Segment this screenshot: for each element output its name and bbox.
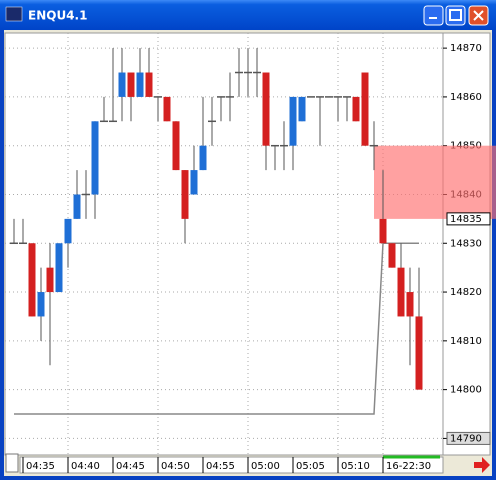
candle-body (352, 96, 360, 122)
candle-body (415, 316, 423, 390)
price-marker-box (446, 212, 491, 226)
candle-body (28, 243, 36, 317)
maximize-button[interactable] (445, 5, 466, 26)
x-tick-label: 05:10 (341, 461, 370, 472)
overlay-line (14, 242, 419, 415)
candle-body (181, 170, 189, 219)
candle-body (118, 72, 126, 97)
x-tick-label: 04:35 (26, 461, 55, 472)
candle-body (37, 292, 45, 317)
candle-body (55, 243, 63, 293)
price-axis (442, 32, 491, 456)
candle-body (145, 72, 153, 97)
y-tick-label: 14820 (450, 287, 482, 298)
y-tick-label: 14860 (450, 92, 482, 103)
candle-body (361, 72, 369, 146)
candle-body (406, 292, 414, 317)
y-tick-label: 14810 (450, 336, 482, 347)
candle-body (172, 121, 180, 171)
x-tick-label: 04:45 (116, 461, 145, 472)
x-tick-label: 05:00 (251, 461, 280, 472)
candle-body (64, 218, 72, 244)
candle-body (91, 121, 99, 195)
candle-body (262, 72, 270, 146)
candle-body (289, 96, 297, 146)
x-tick-label: 16-22:30 (386, 461, 431, 472)
scroll-arrow[interactable] (474, 457, 490, 473)
y-tick-label: 14870 (450, 43, 482, 54)
candle-body (388, 243, 396, 268)
y-tick-label: 14790 (450, 433, 482, 444)
y-tick-box (446, 431, 491, 445)
candle-body (46, 267, 54, 293)
x-tick-label: 04:40 (71, 461, 100, 472)
minimize-icon (429, 17, 437, 19)
candle-body (379, 218, 387, 244)
x-tick-label: 04:50 (161, 461, 190, 472)
title-bar (0, 0, 496, 30)
corner-box[interactable] (5, 453, 19, 473)
close-icon (473, 10, 484, 21)
candle-body (190, 170, 198, 195)
app-icon (5, 6, 23, 22)
maximize-icon (449, 9, 462, 21)
y-tick-label: 14830 (450, 238, 482, 249)
candle-body (199, 145, 207, 171)
candle-body (163, 96, 171, 122)
candle-body (73, 194, 81, 219)
minimize-button[interactable] (423, 5, 444, 26)
candle-body (397, 267, 405, 317)
plot-area (4, 32, 444, 456)
x-tick-label: 04:55 (206, 461, 235, 472)
candle-body (127, 72, 135, 97)
candle-body (298, 96, 306, 122)
price-zone (374, 145, 496, 219)
time-axis (19, 456, 444, 474)
candle-body (136, 72, 144, 97)
price-marker-label: 14835 (450, 214, 482, 225)
window-title: ENQU4.1 (28, 9, 87, 23)
x-tick-label: 05:05 (296, 461, 325, 472)
y-tick-label: 14800 (450, 385, 482, 396)
